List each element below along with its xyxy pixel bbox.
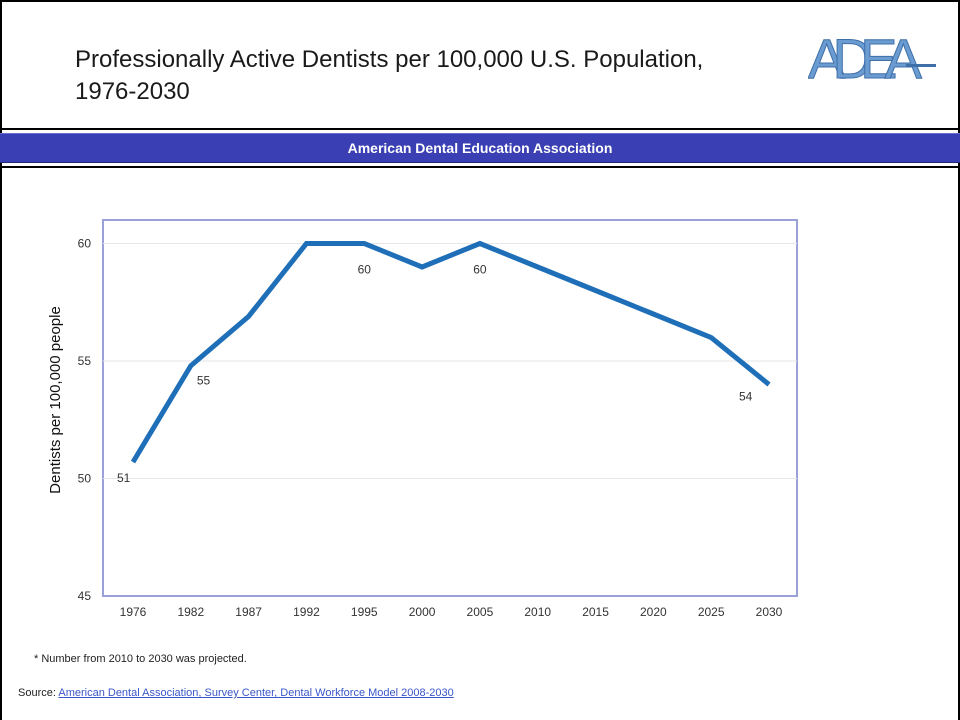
- x-tick-label: 2030: [756, 605, 783, 619]
- association-banner: American Dental Education Association: [0, 133, 960, 163]
- title-line-2: 1976-2030: [75, 78, 190, 105]
- data-label: 60: [473, 263, 487, 277]
- x-tick-label: 1995: [351, 605, 378, 619]
- frame-right-border: [958, 0, 960, 720]
- data-label: 54: [739, 390, 753, 404]
- data-label: 51: [117, 471, 131, 485]
- line-chart: 45 50 55 60 1976 1982 1987 1992 1995 2000 2005 2010…: [47, 219, 798, 619]
- source-prefix: Source:: [18, 687, 59, 699]
- frame-left-border: [0, 0, 2, 720]
- x-tick-label: 1992: [293, 605, 320, 619]
- y-tick-label: 60: [78, 237, 92, 251]
- banner-text: American Dental Education Association: [347, 140, 613, 156]
- logo-dash: [906, 64, 936, 67]
- x-tick-label: 1976: [120, 605, 147, 619]
- page-title: Professionally Active Dentists per 100,0…: [75, 44, 795, 108]
- x-tick-label: 2005: [467, 605, 494, 619]
- x-tick-label: 2020: [640, 605, 667, 619]
- y-tick-label: 50: [78, 472, 92, 486]
- x-tick-label: 1987: [235, 605, 262, 619]
- plot-area: [102, 219, 798, 597]
- x-tick-label: 1982: [177, 605, 204, 619]
- header-rule-bottom: [0, 166, 960, 168]
- data-label: 55: [197, 374, 211, 388]
- source-citation: Source: American Dental Association, Sur…: [18, 687, 454, 699]
- x-tick-label: 2015: [582, 605, 609, 619]
- series-line: [130, 240, 771, 464]
- title-line-1: Professionally Active Dentists per 100,0…: [75, 46, 704, 73]
- source-link[interactable]: American Dental Association, Survey Cent…: [58, 687, 454, 699]
- frame-top-border: [0, 0, 960, 2]
- y-tick-label: 55: [78, 354, 92, 368]
- y-tick-label: 45: [78, 589, 92, 603]
- adea-logo: ADEA: [808, 30, 936, 86]
- x-tick-label: 2010: [524, 605, 551, 619]
- x-tick-label: 2025: [698, 605, 725, 619]
- x-tick-label: 2000: [409, 605, 436, 619]
- logo-text: ADEA: [808, 30, 923, 86]
- y-axis-label: Dentists per 100,000 people: [47, 306, 64, 494]
- footnote: * Number from 2010 to 2030 was projected…: [34, 653, 247, 665]
- data-label: 60: [358, 263, 372, 277]
- header-rule-top: [0, 128, 960, 130]
